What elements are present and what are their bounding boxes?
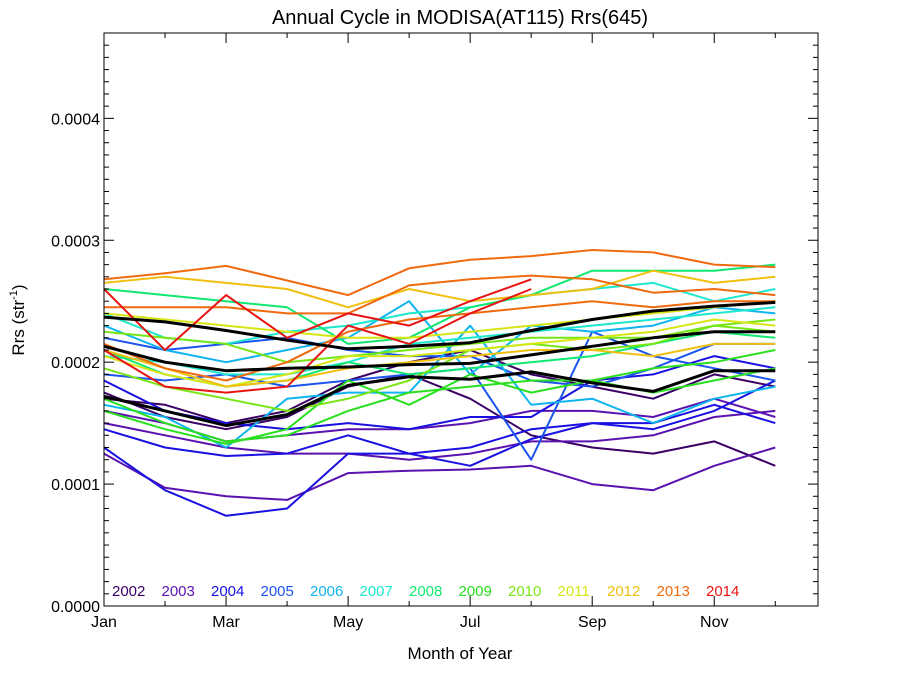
series-line-26 xyxy=(104,274,776,315)
y-axis-ticks: 0.0000 0.0001 0.0002 0.0003 0.0004 xyxy=(51,44,818,616)
legend-entry-2002: 2002 xyxy=(112,583,145,600)
legend-entry-2012: 2012 xyxy=(607,583,640,600)
series-line-23 xyxy=(103,269,776,309)
series-line-22 xyxy=(103,300,776,339)
y-axis-label-superscript: -1 xyxy=(8,290,20,300)
series-line-32 xyxy=(103,369,776,428)
x-tick-label-may: May xyxy=(333,614,363,631)
x-axis-ticks: Jan Mar May Jul Sep Nov xyxy=(91,33,776,631)
series-line-12 xyxy=(103,300,776,376)
series-line-7 xyxy=(103,379,776,457)
x-axis-label: Month of Year xyxy=(408,644,513,663)
series-line-24 xyxy=(103,342,776,388)
legend-entry-2004: 2004 xyxy=(211,583,244,600)
x-tick-label-sep: Sep xyxy=(578,614,607,631)
series-line-27 xyxy=(103,300,776,382)
y-tick-label-1: 0.0000 xyxy=(51,599,100,616)
y-axis-label: Rrs (str-1) xyxy=(8,284,28,355)
legend-entry-2007: 2007 xyxy=(360,583,393,600)
legend-entry-2011: 2011 xyxy=(558,583,590,600)
series-line-8 xyxy=(103,355,776,431)
legend-entry-2003: 2003 xyxy=(162,583,195,600)
x-tick-label-nov: Nov xyxy=(700,614,728,631)
y-axis-label-end: ) xyxy=(9,284,28,290)
legend-entry-2010: 2010 xyxy=(508,583,541,600)
legend: 2002 2003 2004 2005 2006 2007 2008 2009 2010 2011… xyxy=(112,583,739,600)
legend-entry-2008: 2008 xyxy=(409,583,442,600)
series-line-14 xyxy=(103,306,776,376)
series-line-1 xyxy=(103,373,776,467)
x-tick-label-jul: Jul xyxy=(460,614,480,631)
x-tick-label-mar: Mar xyxy=(212,614,240,631)
legend-entry-2014: 2014 xyxy=(706,583,739,600)
y-axis-label-main: Rrs (str xyxy=(9,300,28,356)
series-line-15 xyxy=(103,263,776,345)
series-line-4 xyxy=(103,409,776,461)
series-line-31 xyxy=(103,300,776,351)
plot-frame xyxy=(103,32,819,607)
chart-title: Annual Cycle in MODISA(AT115) Rrs(645) xyxy=(272,7,648,29)
legend-entry-2013: 2013 xyxy=(657,583,690,600)
series-line-10 xyxy=(103,336,776,388)
legend-entry-2009: 2009 xyxy=(459,583,492,600)
series-line-28 xyxy=(103,278,532,351)
series-line-29 xyxy=(103,288,532,394)
series-line-30 xyxy=(103,330,776,373)
legend-entry-2005: 2005 xyxy=(261,583,294,600)
series-line-25 xyxy=(103,249,776,297)
y-tick-label-4: 0.0003 xyxy=(51,233,100,250)
x-tick-label-jan: Jan xyxy=(91,614,117,631)
series-line-3 xyxy=(103,446,776,501)
y-tick-label-5: 0.0004 xyxy=(51,111,100,128)
series-line-18 xyxy=(103,367,776,445)
series-layer xyxy=(103,249,776,517)
y-tick-label-2: 0.0001 xyxy=(51,477,100,494)
y-tick-label-3: 0.0002 xyxy=(51,355,100,372)
legend-entry-2006: 2006 xyxy=(310,583,343,600)
